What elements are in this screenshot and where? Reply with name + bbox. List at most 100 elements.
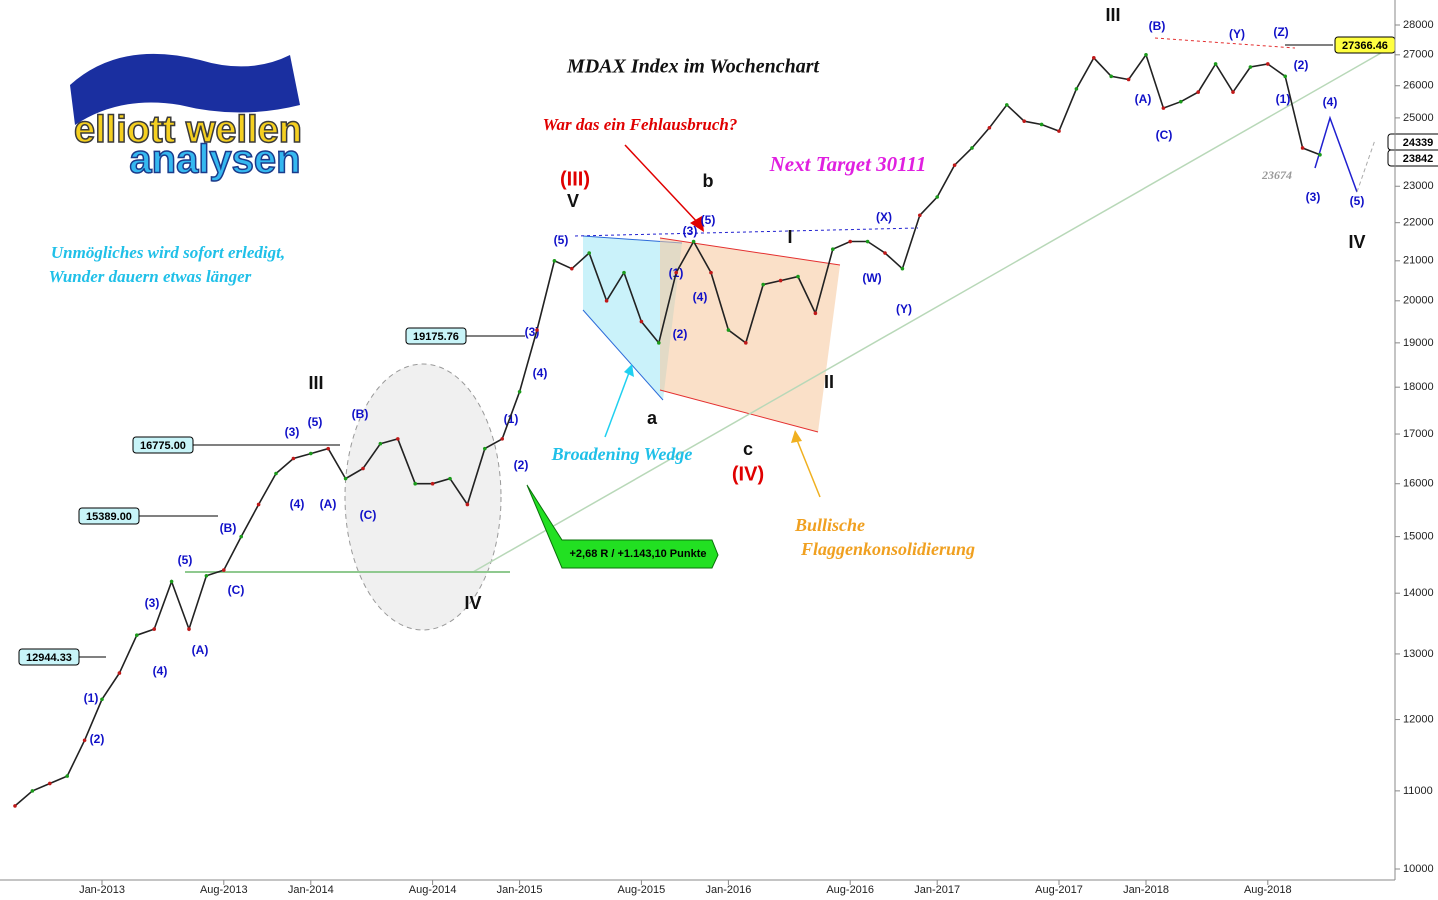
- price-point: [761, 282, 765, 287]
- annotation: Next Target 30111: [769, 152, 927, 176]
- price-point: [117, 671, 122, 675]
- y-tick-label: 22000: [1403, 217, 1434, 229]
- x-tick-label: Jan-2018: [1123, 884, 1169, 896]
- arrow: [604, 369, 631, 438]
- price-point: [343, 476, 348, 481]
- price-point: [865, 239, 870, 244]
- price-point: [1092, 56, 1096, 60]
- price-point: [900, 266, 905, 271]
- flag-area: [660, 238, 840, 432]
- wave-label: (A): [320, 497, 337, 511]
- wave-label: (3): [1306, 190, 1321, 204]
- x-tick-label: Aug-2014: [409, 884, 457, 896]
- y-tick-label: 12000: [1403, 713, 1434, 725]
- x-tick-label: Jan-2013: [79, 884, 125, 896]
- logo-flag: [70, 53, 300, 125]
- price-point: [1126, 77, 1131, 82]
- price-point: [222, 568, 226, 572]
- price-point: [500, 437, 505, 441]
- wave-label: (C): [228, 583, 245, 597]
- wedge-line: [582, 309, 664, 401]
- y-tick-label: 17000: [1403, 428, 1434, 440]
- price-point: [187, 627, 191, 631]
- wave-label: b: [703, 171, 714, 191]
- x-tick-label: Jan-2014: [288, 884, 334, 896]
- price-label: 27366.46: [1342, 40, 1388, 52]
- price-point: [309, 451, 313, 456]
- price-point: [65, 774, 69, 778]
- price-point: [587, 251, 591, 255]
- price-point: [952, 163, 957, 167]
- wave-label: IV: [1348, 232, 1365, 252]
- wave-label: (5): [554, 233, 569, 247]
- projection: [1314, 115, 1358, 193]
- arrow-head: [624, 364, 634, 377]
- result-box: [526, 484, 719, 569]
- price-label: 24339: [1403, 137, 1434, 149]
- price-point: [691, 239, 696, 244]
- price-point: [918, 213, 922, 218]
- price-point: [935, 195, 939, 199]
- price-point: [13, 804, 17, 808]
- price-point: [82, 738, 87, 743]
- price-point: [1179, 99, 1183, 104]
- top-line: [1154, 37, 1296, 49]
- annotation: Flaggenkonsolidierung: [800, 539, 975, 559]
- wave-label: (W): [862, 271, 881, 285]
- x-tick-label: Aug-2016: [826, 884, 874, 896]
- wave-label: (X): [876, 210, 892, 224]
- y-tick-label: 20000: [1403, 295, 1434, 307]
- price-point: [831, 247, 835, 251]
- price-point: [430, 481, 435, 486]
- y-tick-label: 15000: [1403, 531, 1434, 543]
- projection: [1356, 139, 1376, 193]
- wave-label: (5): [701, 213, 716, 227]
- wave-label: (2): [1294, 58, 1309, 72]
- x-tick-label: Aug-2017: [1035, 884, 1083, 896]
- flag-line: [659, 389, 819, 433]
- wave-label: (C): [1156, 128, 1173, 142]
- price-point: [152, 627, 156, 631]
- price-point: [413, 481, 418, 486]
- price-point: [1283, 74, 1287, 79]
- price-point: [726, 328, 731, 332]
- annotation: 23674: [1261, 168, 1292, 182]
- price-point: [1300, 146, 1305, 150]
- price-box: [132, 436, 194, 454]
- price-point: [1022, 119, 1026, 123]
- price-point: [396, 437, 400, 441]
- wave-label: (Z): [1273, 25, 1288, 39]
- wave-label: (2): [514, 458, 529, 472]
- x-tick-label: Aug-2013: [200, 884, 248, 896]
- y-tick-label: 21000: [1403, 255, 1434, 267]
- wave-label: (B): [352, 407, 369, 421]
- wave-label: V: [567, 191, 579, 211]
- wave-label: IV: [464, 593, 481, 613]
- price-point: [326, 446, 331, 451]
- price-point: [1057, 129, 1061, 133]
- annotation: War das ein Fehlausbruch?: [543, 115, 738, 134]
- price-point: [1109, 74, 1113, 79]
- price-point: [1318, 152, 1322, 157]
- price-point: [883, 251, 887, 255]
- price-label: 23842: [1403, 153, 1434, 165]
- wave-label: (5): [308, 415, 323, 429]
- price-point: [48, 781, 52, 786]
- wave-label: (2): [673, 327, 688, 341]
- price-box: [405, 327, 467, 345]
- wave-label: (1): [84, 691, 99, 705]
- y-tick-label: 28000: [1403, 19, 1434, 31]
- price-point: [1161, 106, 1166, 110]
- y-tick-label: 10000: [1403, 863, 1434, 875]
- annotation: Bullische: [794, 515, 865, 535]
- wave-label: III: [308, 373, 323, 393]
- wave-label: (4): [1323, 95, 1338, 109]
- price-point: [1144, 53, 1148, 57]
- y-tick-label: 23000: [1403, 180, 1434, 192]
- wave-label: (4): [693, 290, 708, 304]
- y-tick-label: 11000: [1403, 785, 1433, 797]
- trend-line: [472, 44, 1396, 573]
- wedge-area: [583, 236, 682, 400]
